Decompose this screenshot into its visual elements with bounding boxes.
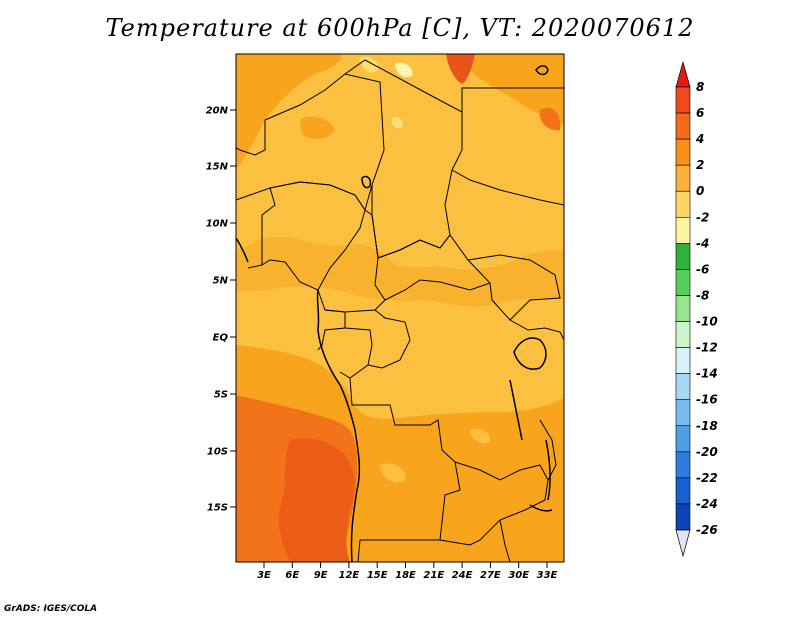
border-drc-north	[367, 309, 411, 369]
border-zambia	[439, 461, 549, 546]
colorbar-label: -8	[696, 288, 709, 302]
temperature-field	[236, 54, 564, 562]
colorbar-label: 8	[696, 80, 704, 94]
country-borders	[236, 59, 564, 562]
field-band-equatorial	[236, 237, 564, 307]
lat-tick-label: 5S	[214, 390, 228, 401]
lake-nasser	[535, 65, 549, 76]
lat-tick-label: 15N	[206, 162, 229, 173]
field-hot-north	[446, 54, 475, 84]
colorbar-label: 0	[696, 184, 704, 198]
colorbar-label: -14	[696, 367, 718, 381]
colorbar-max-triangle	[675, 60, 691, 88]
border-sudan-south	[451, 169, 564, 206]
colorbar-label: 2	[696, 158, 704, 172]
lon-tick-label: 3E	[257, 570, 271, 581]
field-northwest-warm	[236, 54, 341, 170]
field-hot-south	[278, 438, 355, 562]
colorbar-bin	[675, 164, 691, 192]
lon-tick-label: 24E	[452, 570, 473, 581]
colorbar-bin	[675, 425, 691, 453]
map-frame	[235, 53, 565, 563]
lon-tick-label: 30E	[508, 570, 529, 581]
latitude-axis: 20N 15N 10N 5N EQ 5S 10S 15S	[206, 106, 236, 514]
credit-text: GrADS: IGES/COLA	[4, 604, 98, 614]
colorbar-label: -26	[696, 523, 718, 537]
field-patch-5	[518, 315, 560, 362]
colorbar-label: -12	[696, 341, 718, 355]
lake-victoria	[513, 337, 547, 370]
lat-tick-label: 5N	[213, 276, 229, 287]
longitude-axis: 3E 6E 9E 12E 15E 18E 21E 24E 27E 30E 33E	[257, 562, 558, 581]
border-car	[377, 234, 491, 301]
border-uganda	[509, 319, 564, 341]
colorbar-label: -4	[696, 236, 709, 250]
colorbar-min-triangle	[675, 529, 691, 558]
field-patch-3	[380, 463, 406, 483]
coast-atlantic	[316, 289, 361, 562]
colorbar-label: -2	[696, 210, 709, 224]
colorbar-label: -18	[696, 419, 718, 433]
colorbar-bin	[675, 269, 691, 296]
colorbar-label: -16	[696, 393, 718, 407]
colorbar-bin	[675, 190, 691, 218]
colorbar-bin	[675, 86, 691, 114]
lakes-coastlines	[236, 65, 553, 562]
coast-gulf-guinea	[236, 237, 249, 263]
colorbar-bin	[675, 347, 691, 374]
border-namibia	[357, 539, 361, 562]
colorbar: 8 6 4 2 0 -2 -4 -6 -8 -10 -12 -14 -16 -18 -20 -22 -24 -26	[675, 60, 718, 558]
field-patch-2	[539, 108, 561, 131]
colorbar-bin	[675, 295, 691, 322]
lon-tick-label: 15E	[367, 570, 388, 581]
border-tanzania-malawi	[539, 419, 557, 481]
colorbar-bin	[675, 373, 691, 401]
colorbar-bin	[675, 399, 691, 427]
lat-tick-label: 10N	[206, 219, 229, 230]
lake-tanganyika	[509, 379, 523, 441]
lon-tick-label: 33E	[537, 570, 558, 581]
lat-tick-label: 20N	[206, 106, 229, 117]
lake-chad	[361, 175, 372, 189]
border-zimbabwe	[499, 519, 511, 562]
field-northeast-warm	[465, 54, 564, 125]
border-south-sudan	[467, 254, 561, 321]
lon-tick-label: 21E	[423, 570, 444, 581]
lake-malawi	[545, 439, 551, 501]
lat-tick-label: EQ	[213, 333, 229, 344]
lake-kariba	[529, 504, 553, 512]
lon-tick-label: 9E	[314, 570, 328, 581]
colorbar-label: -6	[696, 262, 709, 276]
colorbar-label: -22	[696, 471, 718, 485]
colorbar-bin	[675, 138, 691, 166]
lon-tick-label: 12E	[339, 570, 360, 581]
colorbar-bin	[675, 243, 691, 270]
field-cool-2	[395, 62, 413, 78]
colorbar-bin	[675, 503, 691, 531]
colorbar-label: -10	[696, 315, 718, 329]
colorbar-bin	[675, 112, 691, 140]
lon-tick-label: 6E	[285, 570, 299, 581]
field-patch-1	[300, 116, 335, 139]
lon-tick-label: 18E	[395, 570, 416, 581]
border-egypt-sudan	[461, 87, 564, 112]
chart-title: Temperature at 600hPa [C], VT: 202007061…	[105, 14, 695, 42]
colorbar-bin	[675, 477, 691, 505]
colorbar-label: 4	[695, 132, 704, 146]
colorbar-label: -24	[696, 497, 718, 511]
field-cool-3	[391, 116, 403, 129]
colorbar-bin	[675, 321, 691, 348]
border-congo	[339, 327, 373, 379]
lat-tick-label: 10S	[207, 447, 228, 458]
colorbar-label: -20	[696, 445, 718, 459]
lon-tick-label: 27E	[480, 570, 501, 581]
border-mali-algeria	[236, 120, 266, 156]
lat-tick-label: 15S	[207, 503, 228, 514]
field-patch-4	[470, 428, 491, 444]
colorbar-bin	[675, 451, 691, 479]
border-nigeria	[261, 181, 366, 291]
colorbar-label: 6	[696, 106, 704, 120]
colorbar-bin	[675, 216, 691, 244]
